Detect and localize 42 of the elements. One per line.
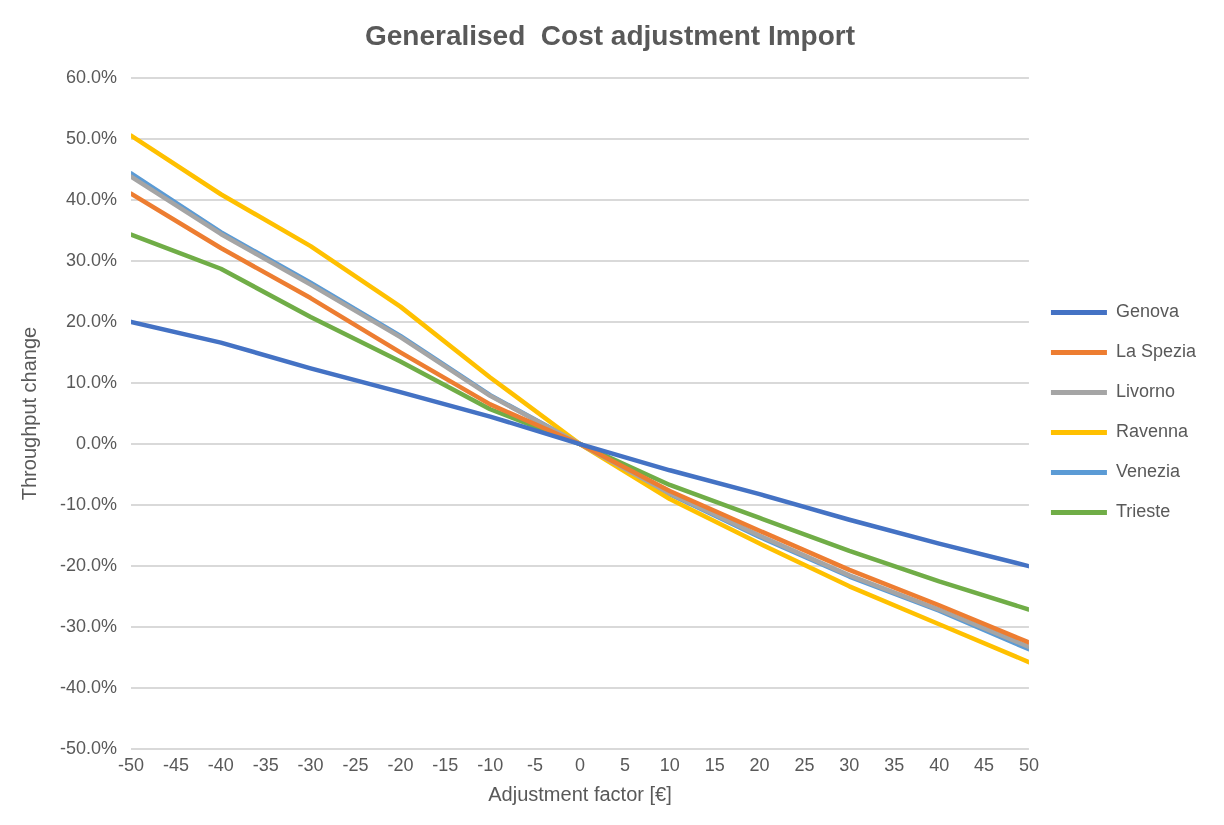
- x-tick-label: 15: [704, 755, 725, 776]
- x-tick-label: -5: [527, 755, 544, 776]
- x-tick-label: -45: [162, 755, 189, 776]
- y-tick-label: -30.0%: [59, 616, 118, 637]
- x-tick-label: 50: [1018, 755, 1039, 776]
- x-tick-label: -40: [207, 755, 234, 776]
- y-tick-label: -10.0%: [59, 494, 118, 515]
- y-axis-title: Throughput change: [17, 326, 40, 501]
- legend-label: Ravenna: [1115, 421, 1189, 442]
- x-tick-label: 40: [929, 755, 950, 776]
- x-tick-label: 10: [659, 755, 680, 776]
- y-tick-label: 30.0%: [65, 249, 118, 270]
- y-tick-label: -40.0%: [59, 677, 118, 698]
- x-tick-label: -10: [477, 755, 504, 776]
- x-tick-label: 30: [839, 755, 860, 776]
- x-axis-title: Adjustment factor [€]: [488, 782, 672, 805]
- x-tick-label: 25: [794, 755, 815, 776]
- x-tick-label: -15: [432, 755, 459, 776]
- legend-label: Livorno: [1115, 381, 1175, 402]
- x-tick-label: -35: [252, 755, 279, 776]
- x-tick-label: -30: [297, 755, 324, 776]
- x-tick-label: -20: [387, 755, 414, 776]
- x-tick-label: -25: [342, 755, 369, 776]
- y-tick-label: 40.0%: [65, 188, 118, 209]
- x-tick-label: 45: [974, 755, 995, 776]
- chart-title: Generalised Cost adjustment Import: [364, 19, 856, 51]
- y-tick-label: 60.0%: [65, 66, 118, 87]
- legend-label: Venezia: [1115, 461, 1181, 482]
- legend-label: La Spezia: [1115, 341, 1197, 362]
- y-tick-label: -20.0%: [59, 555, 118, 576]
- legend-label: Genova: [1115, 301, 1180, 322]
- x-tick-label: 20: [749, 755, 770, 776]
- y-tick-label: 10.0%: [65, 371, 118, 392]
- x-tick-label: -50: [118, 755, 145, 776]
- y-tick-label: -50.0%: [59, 738, 118, 759]
- x-tick-label: 5: [619, 755, 630, 776]
- x-tick-label: 35: [884, 755, 905, 776]
- y-tick-label: 0.0%: [76, 433, 118, 454]
- y-tick-label: 50.0%: [65, 127, 118, 148]
- legend-label: Trieste: [1115, 501, 1171, 522]
- x-tick-label: 0: [574, 755, 585, 776]
- y-tick-label: 20.0%: [65, 310, 118, 331]
